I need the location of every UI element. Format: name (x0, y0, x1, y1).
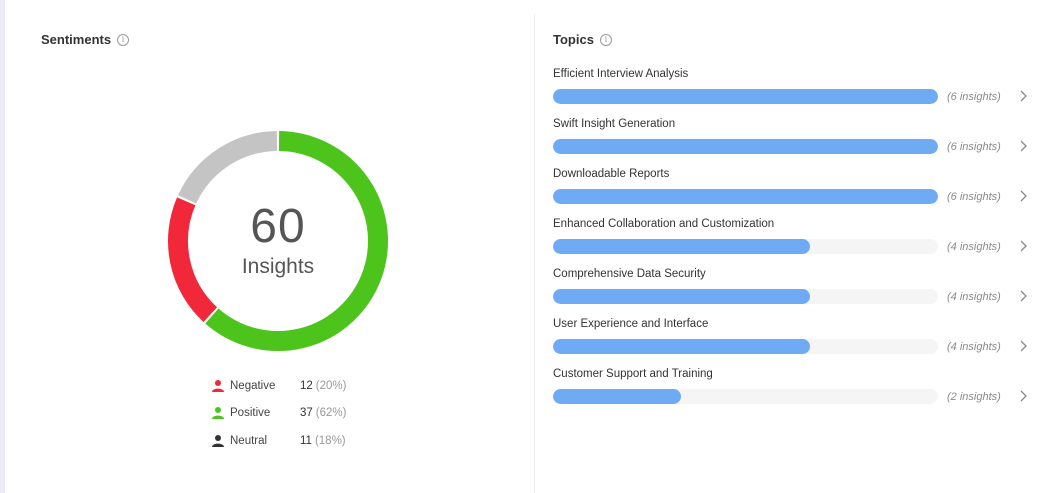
donut-segment-positive[interactable] (205, 131, 388, 351)
chevron-right-icon[interactable] (1019, 190, 1028, 202)
chevron-right-icon[interactable] (1019, 240, 1028, 252)
sentiments-title: Sentiments (41, 32, 112, 47)
topic-bar-row: (4 insights) (553, 288, 1033, 304)
donut-center: 60 Insights (165, 128, 391, 354)
topic-bar-row: (2 insights) (553, 388, 1033, 404)
chevron-right-icon[interactable] (1019, 340, 1028, 352)
person-icon (212, 434, 224, 447)
topic-bar-fill (553, 389, 682, 404)
person-icon (212, 407, 224, 420)
topic-insight-count: (4 insights) (947, 341, 1001, 353)
topic-insight-count: (6 insights) (947, 91, 1001, 103)
topic-name: Enhanced Collaboration and Customization (553, 218, 775, 230)
topic-name: Swift Insight Generation (553, 118, 676, 130)
topic-insight-count: (6 insights) (947, 191, 1001, 203)
panel-divider (534, 14, 535, 493)
legend-pct: (20%) (315, 379, 347, 392)
topic-bar-row: (6 insights) (553, 138, 1033, 154)
topics-panel: Topics i Efficient Interview Analysis (6 … (535, 0, 1061, 493)
topic-bar-track (553, 389, 938, 404)
topic-item[interactable]: Downloadable Reports (6 insights) (553, 166, 1033, 204)
sentiment-donut-chart: 60 Insights (165, 128, 391, 354)
topic-bar-row: (4 insights) (553, 338, 1033, 354)
topic-item[interactable]: Comprehensive Data Security (4 insights) (553, 266, 1033, 304)
legend-pct: (62%) (315, 407, 347, 420)
donut-svg (168, 131, 388, 351)
topic-name: User Experience and Interface (553, 318, 709, 330)
info-icon[interactable]: i (599, 33, 612, 46)
legend-name: Negative (230, 379, 276, 392)
topic-bar-track (553, 89, 938, 104)
topic-bar-row: (6 insights) (553, 188, 1033, 204)
topic-name: Downloadable Reports (553, 168, 670, 180)
info-icon[interactable]: i (117, 33, 130, 46)
donut-segment-negative[interactable] (168, 197, 218, 322)
chevron-right-icon[interactable] (1019, 290, 1028, 302)
topic-item[interactable]: Swift Insight Generation (6 insights) (553, 116, 1033, 154)
legend-name: Neutral (230, 434, 268, 447)
sentiment-legend: Negative 12 (20%) Positive 37 (62%) Neut… (211, 372, 346, 455)
legend-count: 11 (300, 434, 312, 447)
donut-total-label: Insights (241, 255, 315, 278)
topic-bar-fill (553, 239, 810, 254)
topic-insight-count: (4 insights) (947, 291, 1001, 303)
topic-item[interactable]: User Experience and Interface (4 insights… (553, 316, 1033, 354)
topic-bar-row: (4 insights) (553, 238, 1033, 254)
donut-total: 60 (250, 200, 306, 253)
topics-header: Topics i (553, 32, 612, 47)
topic-bar-fill (553, 339, 810, 354)
topic-insight-count: (6 insights) (947, 141, 1001, 153)
legend-item-neutral: Neutral 11 (18%) (211, 427, 346, 455)
left-rail (0, 0, 5, 493)
sentiments-panel: Sentiments i 60 Insights Negative 12 (20… (5, 0, 534, 493)
topic-item[interactable]: Customer Support and Training (2 insights… (553, 366, 1033, 404)
legend-name: Positive (230, 407, 271, 420)
legend-count: 12 (300, 379, 313, 392)
topic-bar-fill (553, 139, 938, 154)
legend-pct: (18%) (314, 434, 346, 447)
topic-bar-fill (553, 189, 938, 204)
topic-bar-track (553, 289, 938, 304)
topic-bar-track (553, 139, 938, 154)
legend-item-positive: Positive 37 (62%) (211, 400, 346, 428)
legend-count: 37 (300, 407, 313, 420)
topic-name: Comprehensive Data Security (553, 268, 706, 280)
sentiments-header: Sentiments i (41, 32, 130, 47)
topic-bar-fill (553, 289, 810, 304)
chevron-right-icon[interactable] (1019, 140, 1028, 152)
topic-bar-track (553, 339, 938, 354)
topic-bar-track (553, 189, 938, 204)
chevron-right-icon[interactable] (1019, 90, 1028, 102)
topic-insight-count: (2 insights) (947, 391, 1001, 403)
topic-name: Customer Support and Training (553, 368, 713, 380)
topic-bar-track (553, 239, 938, 254)
topic-bar-fill (553, 89, 938, 104)
person-icon (212, 379, 224, 392)
topics-title: Topics (553, 32, 594, 47)
topic-name: Efficient Interview Analysis (553, 68, 689, 80)
donut-segment-neutral[interactable] (177, 131, 278, 204)
topic-bar-row: (6 insights) (553, 88, 1033, 104)
chevron-right-icon[interactable] (1019, 390, 1028, 402)
legend-item-negative: Negative 12 (20%) (211, 372, 346, 400)
topic-item[interactable]: Efficient Interview Analysis (6 insights) (553, 66, 1033, 104)
topic-insight-count: (4 insights) (947, 241, 1001, 253)
topic-item[interactable]: Enhanced Collaboration and Customization… (553, 216, 1033, 254)
